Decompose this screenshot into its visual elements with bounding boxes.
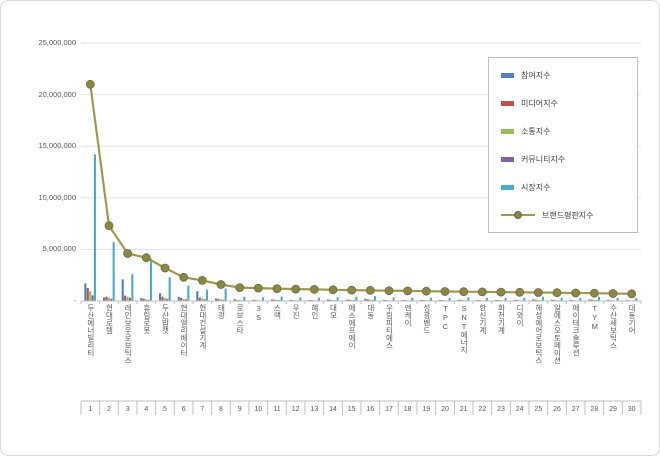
x-index-label: 17 xyxy=(385,406,393,413)
x-category-label: 알에스오토메이션 xyxy=(552,304,562,364)
legend: 참여지수 미디어지수 소통지수 커뮤니티지수 시장지수 브랜드평판지수 xyxy=(488,57,638,233)
bar-series-4 xyxy=(93,154,638,301)
x-category-label: 두산밥캣 xyxy=(160,304,170,334)
x-category-label: TPC xyxy=(440,304,450,331)
x-category-label: 우림피티에스 xyxy=(384,304,394,349)
x-category-label: 한신기계 xyxy=(478,304,488,334)
x-category-label: 디와이 xyxy=(515,304,525,327)
legend-swatch-bar xyxy=(501,128,514,134)
x-category-label: 해성에어로보틱스 xyxy=(534,304,544,364)
legend-label: 소통지수 xyxy=(521,126,551,136)
x-index-label: 10 xyxy=(254,406,263,413)
legend-swatch-bar xyxy=(501,156,514,162)
x-category-label: 스맥 xyxy=(272,304,282,319)
x-category-label: 휴림로봇 xyxy=(142,304,152,334)
line-markers xyxy=(85,79,637,299)
x-category-label: 현대로템 xyxy=(104,304,114,334)
legend-swatch-bar xyxy=(501,184,514,190)
x-category-label: 레인보우로보틱스 xyxy=(123,304,133,364)
x-index-label: 6 xyxy=(181,406,186,413)
x-category-label: 엔케이 xyxy=(403,304,413,327)
x-index-label: 5 xyxy=(163,406,167,413)
legend-label: 참여지수 xyxy=(521,70,551,80)
x-category-label: 대동기어 xyxy=(627,304,637,334)
y-tick-label: 20,000,000 xyxy=(38,89,76,99)
x-index-label: 29 xyxy=(609,406,617,413)
x-index-label: 16 xyxy=(366,406,375,413)
legend-item-participation: 참여지수 xyxy=(489,61,637,89)
x-category-label: 로보스타 xyxy=(235,304,245,334)
x-index-label: 20 xyxy=(441,406,449,413)
x-category-label: 대동 xyxy=(366,304,376,319)
legend-marker-icon xyxy=(514,211,522,219)
legend-swatch-bar xyxy=(501,72,514,78)
bar-series-0 xyxy=(84,279,628,301)
x-index-label: 23 xyxy=(497,406,505,413)
y-tick-label: 25,000,000 xyxy=(38,38,76,47)
x-index-label: 22 xyxy=(478,406,487,413)
x-category-label: 성광벤드 xyxy=(422,304,432,334)
legend-label: 미디어지수 xyxy=(521,98,558,108)
x-category-label: 수산세보틱스 xyxy=(608,304,618,349)
x-index-label: 27 xyxy=(571,406,580,413)
y-tick-label: - xyxy=(73,296,77,305)
x-index-label: 1 xyxy=(88,406,93,413)
x-index-label: 18 xyxy=(403,406,412,413)
x-index-label: 28 xyxy=(590,406,599,413)
legend-label: 커뮤니티지수 xyxy=(521,154,566,164)
legend-item-brand-reputation: 브랜드평판지수 xyxy=(489,201,637,229)
x-index-label: 25 xyxy=(534,406,543,413)
x-index-label: 7 xyxy=(200,406,205,413)
legend-label: 시장지수 xyxy=(521,182,551,192)
x-index-label: 30 xyxy=(627,406,636,413)
x-category-label: 에이테크솔루션 xyxy=(571,304,581,357)
x-index-label: 15 xyxy=(347,406,356,413)
x-index-label: 3 xyxy=(125,406,130,413)
x-index-label: 24 xyxy=(515,406,524,413)
x-category-label: 두산에너빌리티 xyxy=(86,304,96,357)
legend-item-media: 미디어지수 xyxy=(489,89,637,117)
x-index-label: 11 xyxy=(273,406,281,413)
x-category-label: 현대엘리베이터 xyxy=(179,304,189,357)
x-category-label: TYM xyxy=(590,304,600,331)
y-tick-label: 5,000,000 xyxy=(42,244,76,254)
x-category-label: SNT에너지 xyxy=(459,304,469,354)
x-index-label: 19 xyxy=(422,406,431,413)
x-category-label: 우진 xyxy=(291,304,301,319)
legend-item-community: 커뮤니티지수 xyxy=(489,145,637,173)
x-category-label: 3S xyxy=(254,304,264,322)
axis-ticks xyxy=(80,301,642,415)
x-index-label: 13 xyxy=(310,406,319,413)
x-index-label: 9 xyxy=(237,406,242,413)
x-index-label: 4 xyxy=(144,406,149,413)
x-index-label: 26 xyxy=(553,406,561,413)
legend-swatch-line xyxy=(501,211,535,220)
x-index-label: 21 xyxy=(459,406,468,413)
x-category-label: 화천기계 xyxy=(496,304,506,334)
y-tick-label: 10,000,000 xyxy=(38,192,76,202)
legend-item-market: 시장지수 xyxy=(489,173,637,201)
x-category-label: 태광 xyxy=(216,304,226,319)
x-category-label: 혜인 xyxy=(310,304,320,319)
x-index-label: 2 xyxy=(107,406,111,413)
legend-swatch-bar xyxy=(501,100,514,106)
y-tick-label: 15,000,000 xyxy=(38,141,76,151)
x-category-label: 에스에프에이 xyxy=(347,304,357,349)
legend-item-communication: 소통지수 xyxy=(489,117,637,145)
x-category-label: 현대건설기계 xyxy=(198,304,208,349)
x-index-label: 12 xyxy=(291,406,300,413)
x-index-label: 8 xyxy=(219,406,223,413)
legend-label: 브랜드평판지수 xyxy=(542,210,594,220)
x-index-label: 14 xyxy=(329,406,337,413)
x-category-label: 대모 xyxy=(328,304,338,319)
